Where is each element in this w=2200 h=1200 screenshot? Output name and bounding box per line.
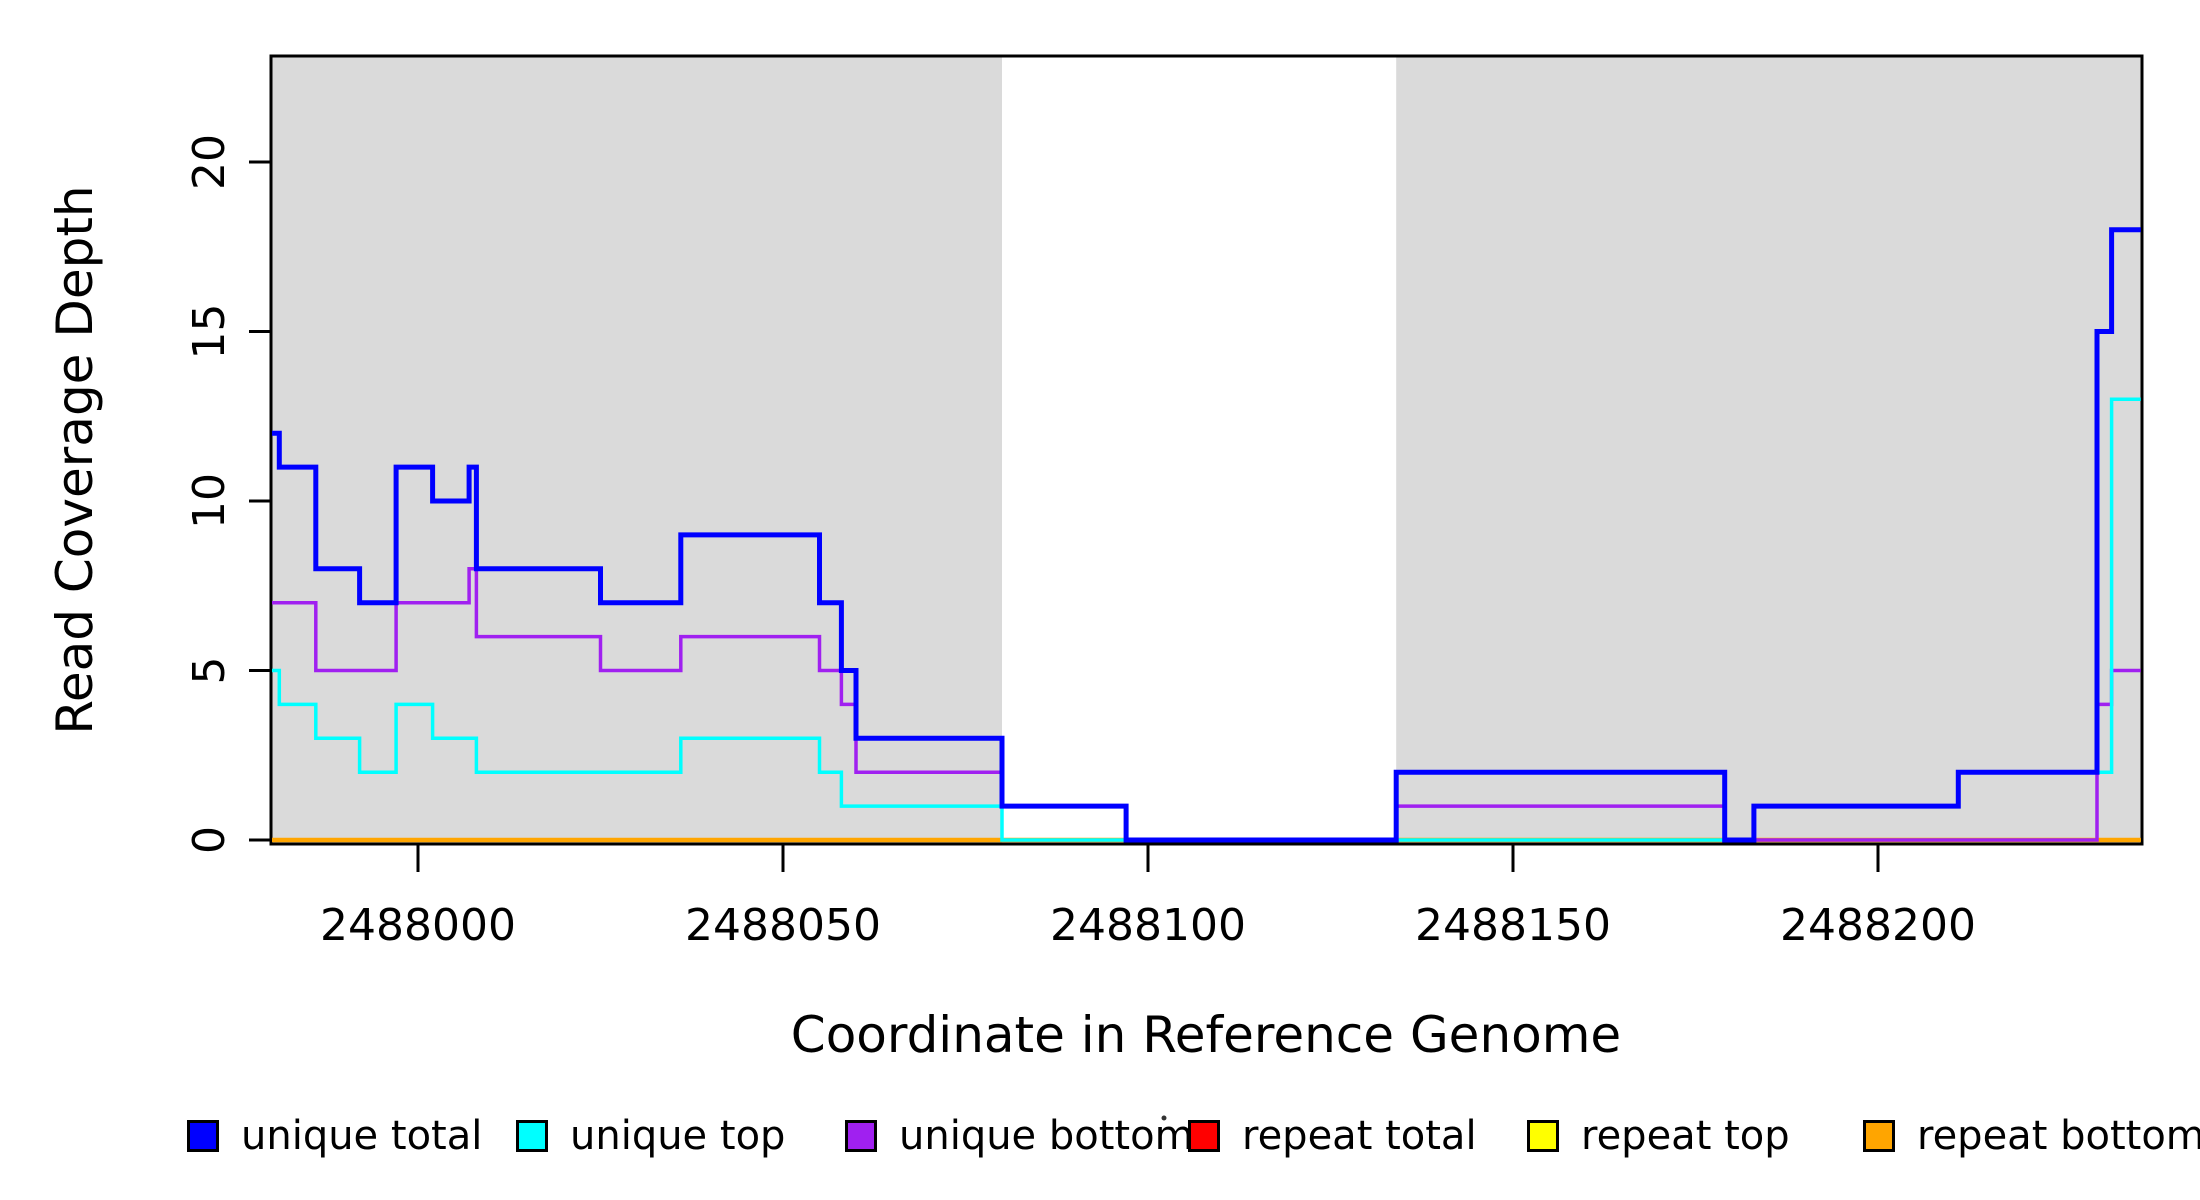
shaded-region: [272, 56, 1002, 844]
series-line-unique-total: [272, 227, 2141, 843]
legend-label: repeat bottom: [1917, 1113, 2200, 1159]
legend-item-unique-bottom: unique bottom: [845, 1113, 1194, 1159]
legend-item-repeat-bottom: repeat bottom: [1863, 1113, 2200, 1159]
legend-swatch-repeat-top: [1527, 1120, 1559, 1152]
x-tick-label: 2488200: [1780, 900, 1976, 951]
legend-item-unique-top: unique top: [516, 1113, 786, 1159]
x-tick-label: 2488050: [685, 900, 881, 951]
legend-label: repeat top: [1581, 1113, 1790, 1159]
legend-label: unique top: [570, 1113, 786, 1159]
legend-swatch-repeat-total: [1188, 1120, 1220, 1152]
y-axis-title: Read Coverage Depth: [46, 185, 104, 734]
y-tick-label: 0: [184, 826, 235, 854]
legend-item-repeat-top: repeat top: [1527, 1113, 1790, 1159]
legend-swatch-unique-total: [187, 1120, 219, 1152]
legend-label: unique total: [241, 1113, 483, 1159]
y-tick-label: 10: [184, 473, 235, 529]
legend-label: unique bottom: [899, 1113, 1194, 1159]
x-tick-label: 2488000: [320, 900, 516, 951]
y-tick-label: 5: [184, 657, 235, 685]
x-tick-label: 2488150: [1415, 900, 1611, 951]
plot-border: [269, 54, 2144, 846]
legend-swatch-repeat-bottom: [1863, 1120, 1895, 1152]
legend-item-repeat-total: repeat total: [1188, 1113, 1477, 1159]
legend-swatch-unique-bottom: [845, 1120, 877, 1152]
legend-label: repeat total: [1242, 1113, 1477, 1159]
x-axis-title: Coordinate in Reference Genome: [791, 1006, 1621, 1064]
y-tick-label: 20: [184, 134, 235, 190]
legend-item-unique-total: unique total: [187, 1113, 483, 1159]
shaded-region: [1396, 56, 2141, 844]
legend-swatch-unique-top: [516, 1120, 548, 1152]
y-tick-label: 15: [184, 304, 235, 360]
x-tick-label: 2488100: [1050, 900, 1246, 951]
stray-mark: [1161, 1115, 1167, 1121]
